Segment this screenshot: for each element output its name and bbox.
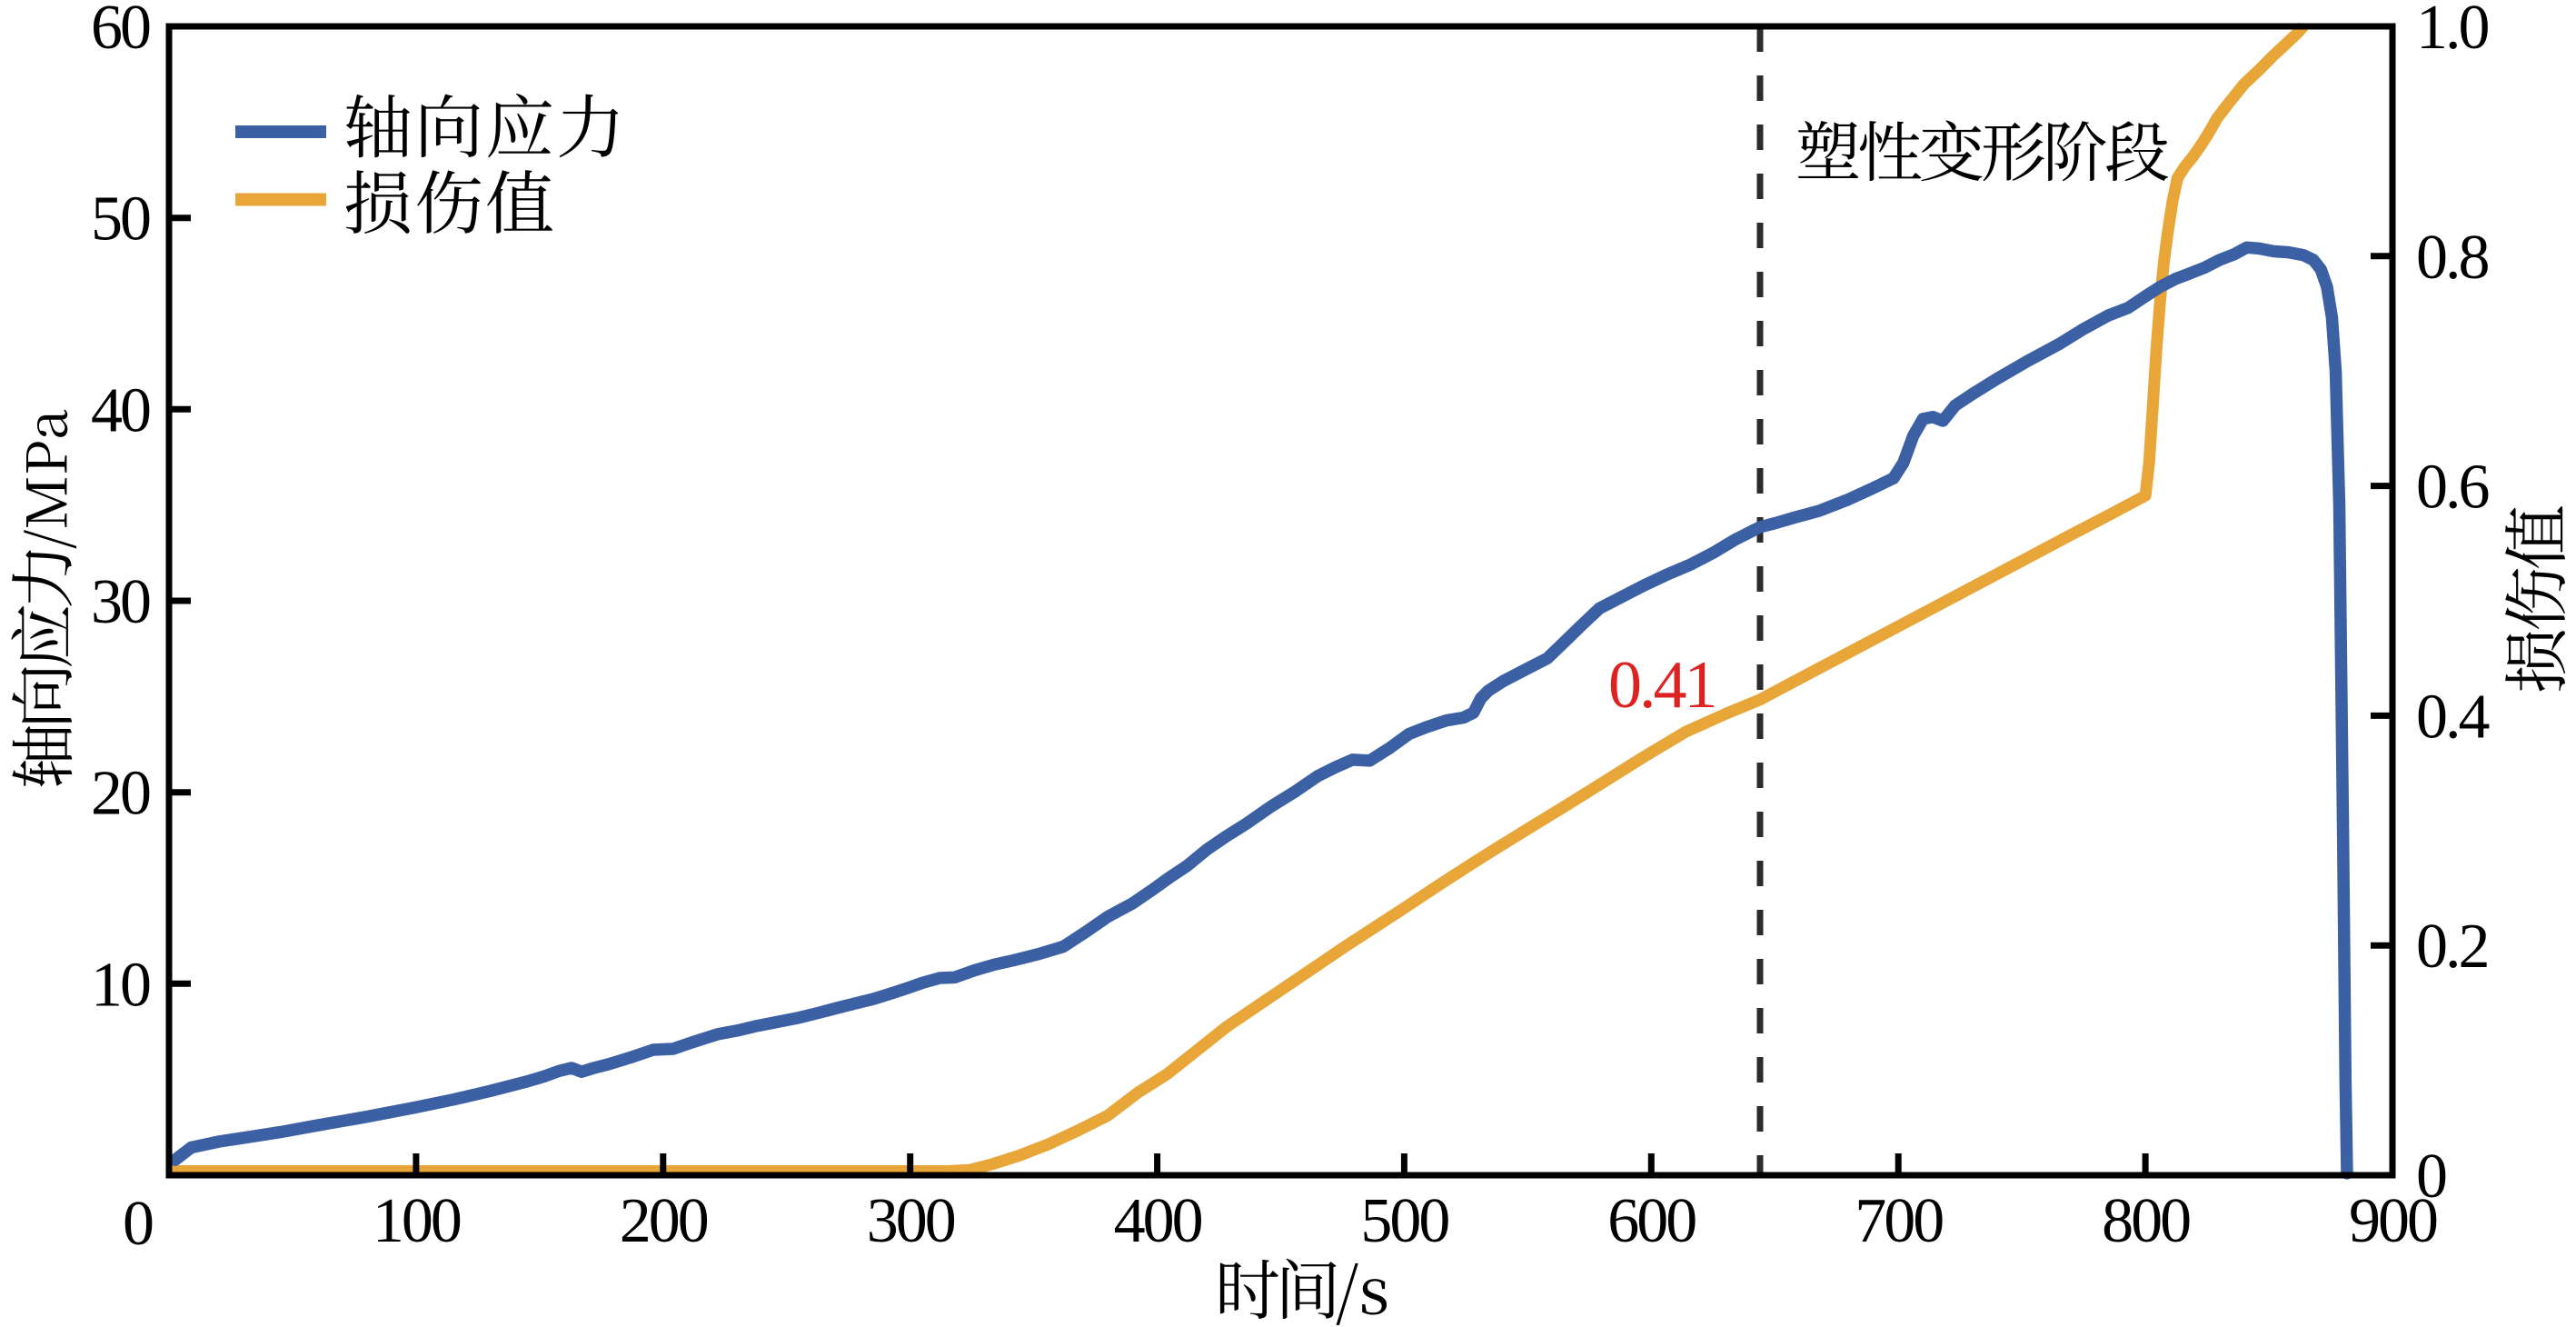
svg-text:0.41: 0.41 [1608,648,1716,723]
svg-text:50: 50 [91,185,150,254]
svg-text:400: 400 [1114,1186,1202,1256]
svg-text:20: 20 [91,759,150,829]
svg-text:0: 0 [123,1189,153,1259]
svg-text:800: 800 [2102,1186,2190,1256]
svg-text:500: 500 [1360,1186,1448,1256]
svg-text:0.6: 0.6 [2416,453,2489,523]
svg-text:30: 30 [91,567,150,637]
svg-text:300: 300 [867,1186,955,1256]
svg-text:0.2: 0.2 [2416,912,2488,982]
svg-text:10: 10 [91,950,150,1020]
svg-text:1.0: 1.0 [2416,0,2489,63]
svg-text:0.4: 0.4 [2416,682,2490,752]
svg-text:0.8: 0.8 [2416,223,2489,293]
svg-text:200: 200 [620,1186,708,1256]
svg-text:100: 100 [373,1186,461,1256]
svg-text:60: 60 [91,0,150,63]
svg-text:0: 0 [2416,1142,2446,1212]
svg-text:700: 700 [1855,1186,1943,1256]
svg-text:600: 600 [1607,1186,1696,1256]
svg-text:40: 40 [91,375,150,445]
svg-text:900: 900 [2349,1186,2437,1256]
